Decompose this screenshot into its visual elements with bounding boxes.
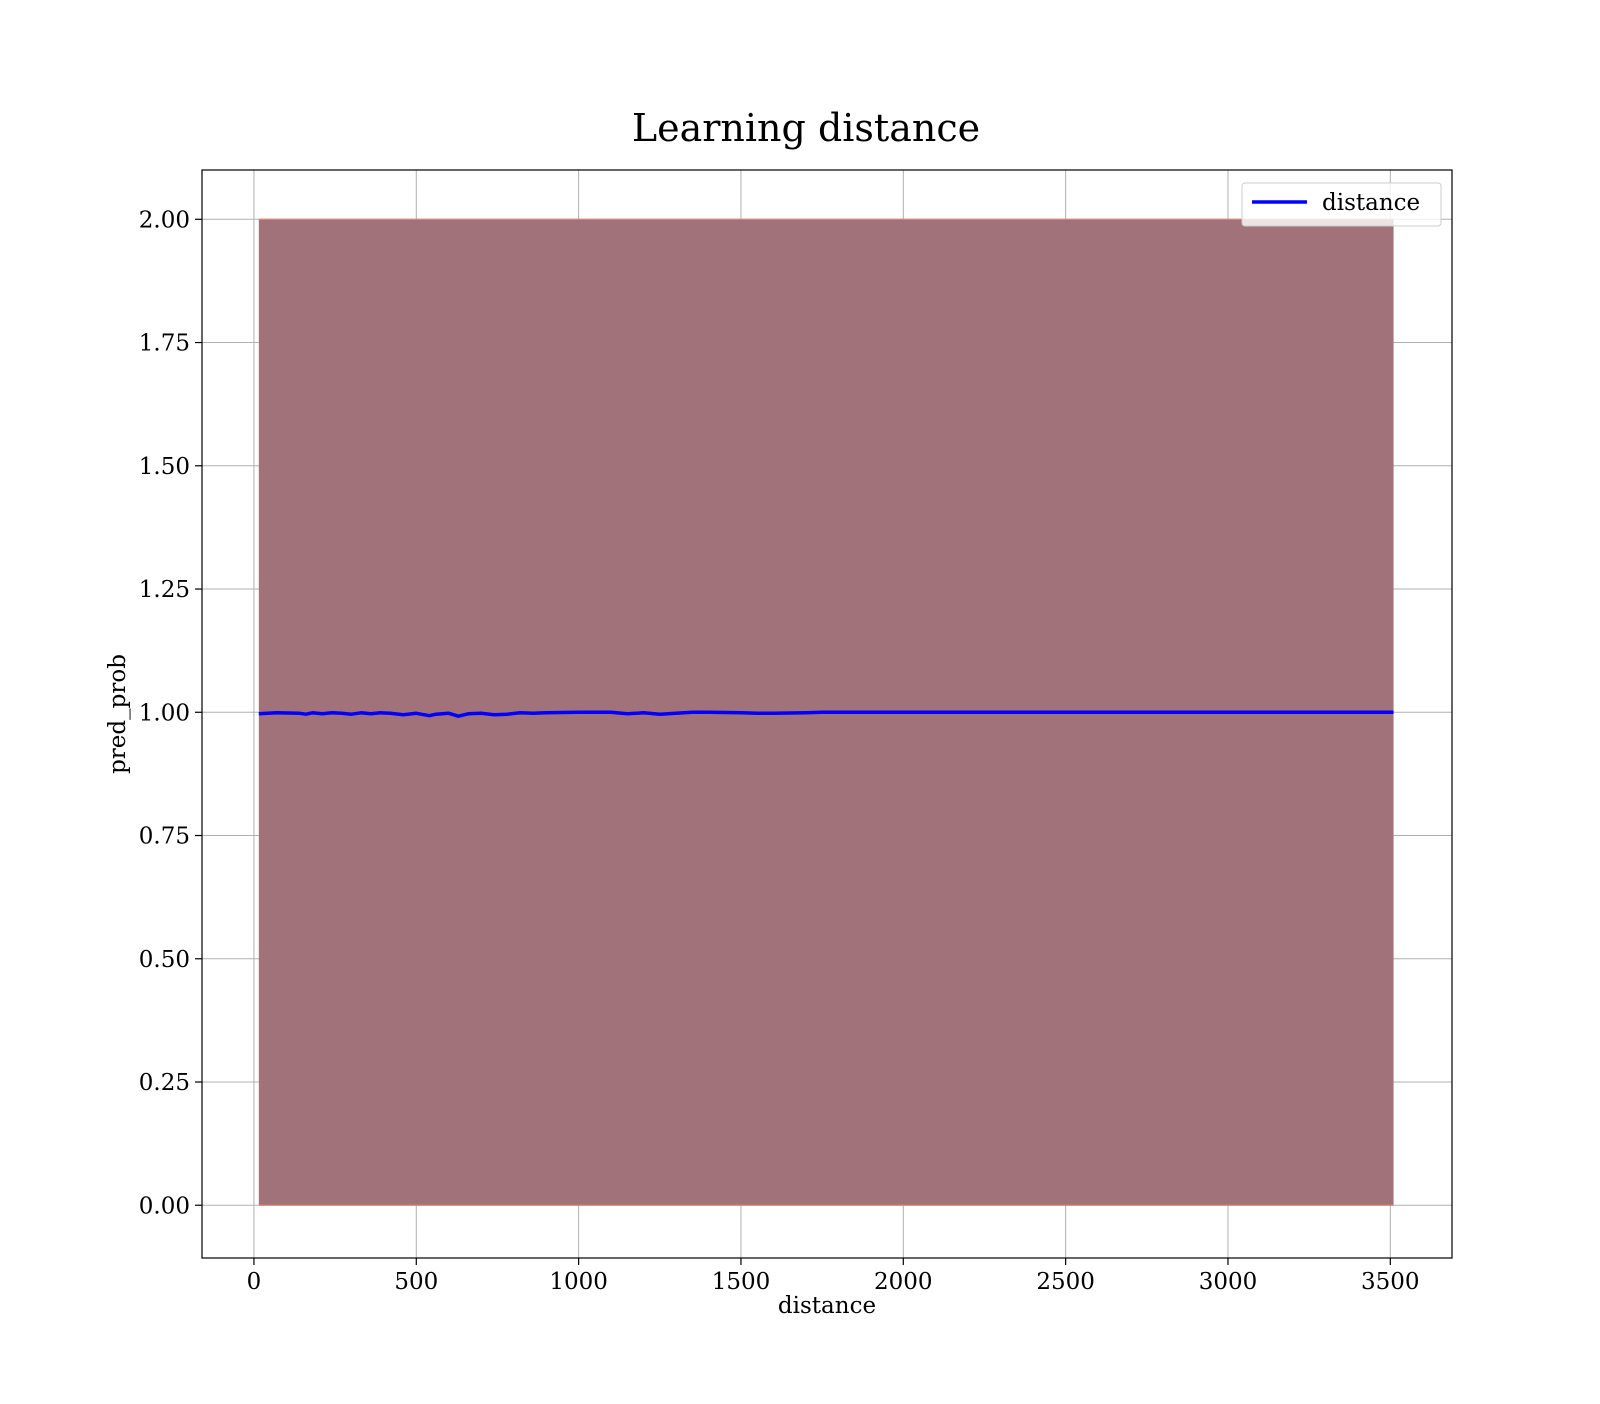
y-tick-label: 1.75: [139, 331, 190, 357]
y-tick-label: 0.75: [139, 824, 190, 850]
y-tick-label: 1.50: [139, 454, 190, 480]
y-axis-label: pred_prob: [105, 654, 131, 774]
x-tick-label: 1000: [549, 1269, 608, 1295]
legend-label-distance: distance: [1322, 190, 1420, 216]
x-tick-label: 3000: [1199, 1269, 1258, 1295]
x-ticks: 0 500 1000 1500 2000 2500 3000 3500: [247, 1258, 1420, 1295]
x-tick-label: 2500: [1036, 1269, 1095, 1295]
series-line-distance: [258, 710, 1394, 718]
x-tick-label: 0: [247, 1269, 262, 1295]
series-lines: [258, 710, 1394, 718]
x-tick-label: 3500: [1361, 1269, 1420, 1295]
x-tick-label: 2000: [874, 1269, 933, 1295]
y-tick-label: 0.50: [139, 947, 190, 973]
y-tick-label: 1.25: [139, 577, 190, 603]
legend-box: [1241, 182, 1442, 227]
y-tick-label: 0.00: [139, 1193, 190, 1219]
axes-frame: [201, 169, 1453, 1259]
x-axis-label: distance: [778, 1293, 876, 1319]
chart-title: Learning distance: [632, 106, 980, 150]
y-tick-label: 2.00: [139, 207, 190, 233]
x-tick-label: 1500: [712, 1269, 771, 1295]
legend: distance: [1241, 182, 1442, 227]
y-tick-label: 1.00: [139, 700, 190, 726]
y-tick-label: 0.25: [139, 1070, 190, 1096]
x-tick-label: 500: [394, 1269, 438, 1295]
y-ticks: 0.00 0.25 0.50 0.75 1.00 1.25 1.50 1.75 2.00: [139, 207, 202, 1219]
